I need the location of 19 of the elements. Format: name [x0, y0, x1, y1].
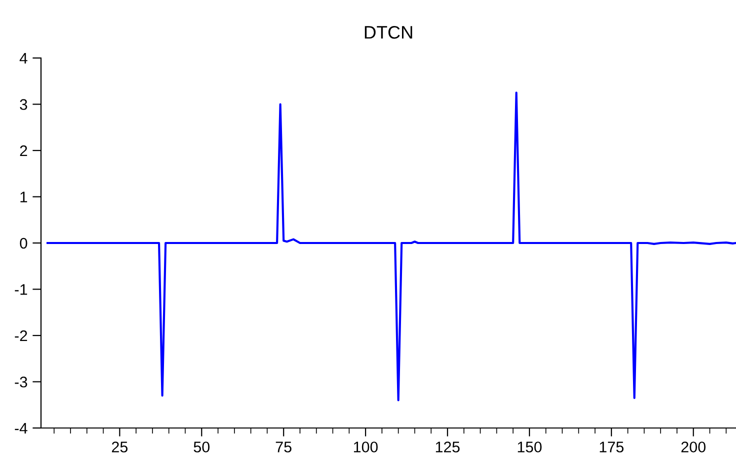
line-series	[46, 92, 736, 402]
y-tick-label: 2	[20, 145, 28, 156]
y-tick-label: 4	[20, 53, 28, 64]
x-tick-label: 25	[112, 442, 128, 452]
y-tick-label: -4	[14, 423, 28, 434]
x-tick-label: 125	[436, 442, 460, 452]
x-tick-label: 150	[518, 442, 542, 452]
y-tick-label: 1	[20, 192, 28, 202]
y-tick-label: -1	[14, 284, 28, 295]
chart-title: DTCN	[364, 26, 412, 39]
y-tick-label: -2	[14, 330, 28, 342]
x-tick-label: 50	[194, 442, 210, 452]
x-tick-label: 75	[276, 442, 292, 452]
x-tick-label: 100	[354, 442, 378, 452]
y-tick-label: 0	[20, 238, 28, 249]
y-tick-label: -3	[14, 376, 28, 388]
x-tick-label: 175	[600, 442, 624, 452]
x-tick-label: 200	[681, 442, 706, 452]
y-tick-label: 3	[20, 99, 28, 110]
